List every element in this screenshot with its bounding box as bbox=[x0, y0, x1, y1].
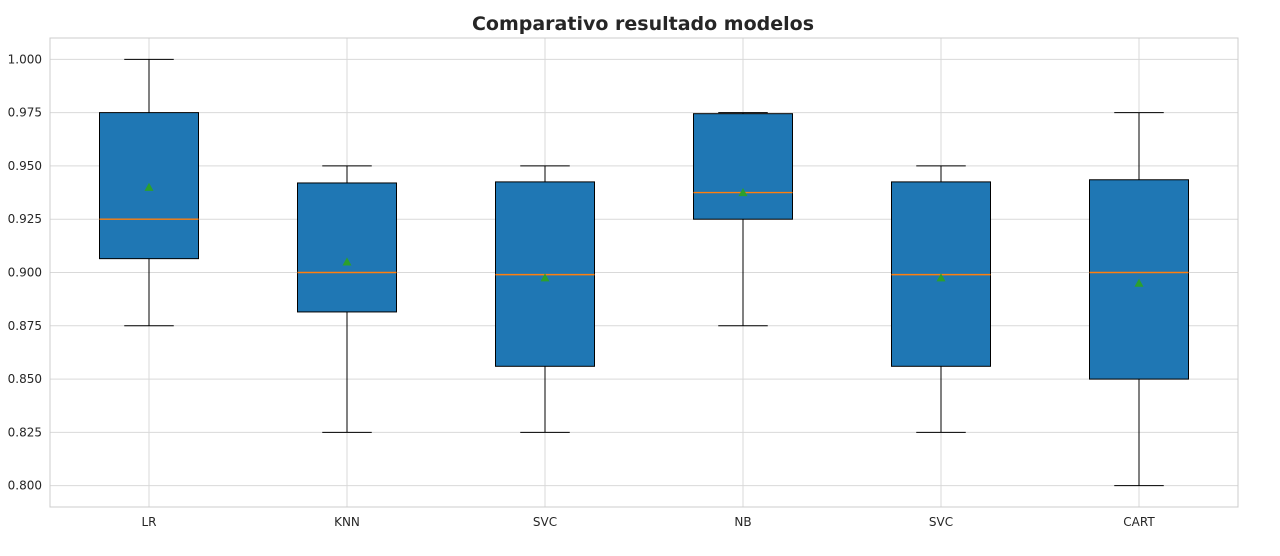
y-tick-label: 0.975 bbox=[8, 106, 42, 120]
box-group-lr bbox=[99, 58, 199, 327]
plot-frame bbox=[49, 37, 1239, 508]
box-group-knn bbox=[297, 165, 397, 433]
y-tick-label: 1.000 bbox=[8, 52, 42, 66]
mean-marker bbox=[540, 273, 550, 282]
y-tick-label: 0.925 bbox=[8, 212, 42, 226]
box-group-svc bbox=[495, 165, 595, 433]
y-tick-label: 0.875 bbox=[8, 319, 42, 333]
boxes bbox=[99, 58, 1189, 487]
y-tick-label: 0.950 bbox=[8, 159, 42, 173]
y-tick-label: 0.850 bbox=[8, 372, 42, 386]
chart-title: Comparativo resultado modelos bbox=[472, 13, 814, 35]
mean-marker bbox=[342, 257, 352, 266]
x-tick-label: NB bbox=[734, 515, 751, 529]
grid bbox=[50, 38, 1238, 507]
mean-marker bbox=[144, 182, 154, 191]
y-axis-ticks: 0.800 0.825 0.850 0.875 0.900 0.925 0.950 0.975… bbox=[8, 52, 42, 492]
y-tick-label: 0.825 bbox=[8, 425, 42, 439]
x-tick-label: SVC bbox=[929, 515, 953, 529]
box-group-cart bbox=[1089, 112, 1189, 487]
iqr-box bbox=[693, 113, 793, 220]
x-tick-label: LR bbox=[141, 515, 156, 529]
x-tick-label: KNN bbox=[334, 515, 360, 529]
box-group-nb bbox=[693, 112, 793, 327]
iqr-box bbox=[297, 182, 397, 313]
x-axis-ticks: LR KNN SVC NB SVC CART bbox=[141, 515, 1155, 529]
box-group-svc bbox=[891, 165, 991, 433]
mean-marker bbox=[738, 188, 748, 197]
y-tick-label: 0.800 bbox=[8, 479, 42, 493]
mean-marker bbox=[936, 273, 946, 282]
y-tick-label: 0.900 bbox=[8, 266, 42, 280]
mean-marker bbox=[1134, 278, 1144, 287]
x-tick-label: CART bbox=[1123, 515, 1155, 529]
x-tick-label: SVC bbox=[533, 515, 557, 529]
